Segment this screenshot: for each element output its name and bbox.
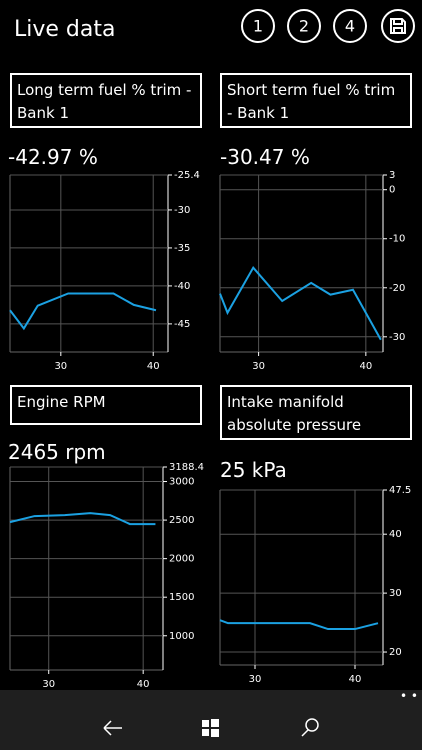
page-title: Live data [14, 17, 115, 42]
button-label[interactable]: 1 [253, 17, 263, 36]
y-tick-label: -30 [389, 332, 405, 343]
x-tick-label: 30 [42, 679, 55, 690]
button-label[interactable]: 4 [345, 17, 355, 36]
x-tick-label: 30 [249, 674, 262, 685]
panel-title: Short term fuel % trim - Bank 1 [220, 73, 412, 128]
button-1[interactable] [241, 9, 275, 43]
more-button[interactable]: • • • [400, 689, 422, 703]
windows-button[interactable] [202, 719, 219, 737]
y-tick-label: -40 [174, 281, 190, 292]
y-tick-label: -35 [174, 243, 190, 254]
y-tick-label: -30 [174, 205, 190, 216]
x-tick-label: 30 [252, 361, 265, 372]
search-button[interactable] [301, 718, 319, 737]
panel-title: Long term fuel % trim - Bank 1 [10, 73, 202, 128]
x-tick-label: 40 [137, 679, 150, 690]
button-2[interactable] [287, 9, 321, 43]
data-line [9, 292, 157, 331]
back-button[interactable] [103, 720, 122, 736]
data-line [219, 265, 382, 341]
y-tick-label: 40 [389, 529, 402, 540]
y-tick-label: 0 [389, 185, 395, 196]
current-reading: -30.47 % [220, 145, 310, 169]
y-tick-label: -45 [174, 319, 190, 330]
current-reading: -42.97 % [8, 145, 98, 169]
y-tick-label: 3188.4 [169, 462, 204, 473]
button-label[interactable]: 2 [299, 17, 309, 36]
toolbar [241, 9, 415, 43]
y-tick-label: 47.5 [389, 485, 411, 496]
panel-title: Engine RPM [10, 385, 202, 425]
current-reading: 25 kPa [220, 458, 287, 482]
y-tick-label: 1000 [169, 631, 194, 642]
y-tick-label: 3 [389, 170, 395, 181]
current-reading: 2465 rpm [8, 440, 106, 464]
y-tick-label: -25.4 [174, 170, 200, 181]
y-tick-label: 3000 [169, 477, 194, 488]
x-tick-label: 40 [359, 361, 372, 372]
y-tick-label: 1500 [169, 592, 194, 603]
save-button[interactable] [381, 9, 415, 43]
y-tick-label: -10 [389, 234, 405, 245]
panel-title: Intake manifold absolute pressure [220, 385, 412, 440]
y-tick-label: 2000 [169, 554, 194, 565]
data-line [219, 619, 379, 631]
data-line [9, 512, 156, 526]
x-tick-label: 40 [147, 361, 160, 372]
y-tick-label: -20 [389, 283, 405, 294]
y-tick-label: 30 [389, 588, 402, 599]
x-tick-label: 40 [349, 674, 362, 685]
x-tick-label: 30 [54, 361, 67, 372]
button-4[interactable] [333, 9, 367, 43]
save-icon [390, 18, 406, 34]
y-tick-label: 2500 [169, 515, 194, 526]
y-tick-label: 20 [389, 647, 402, 658]
